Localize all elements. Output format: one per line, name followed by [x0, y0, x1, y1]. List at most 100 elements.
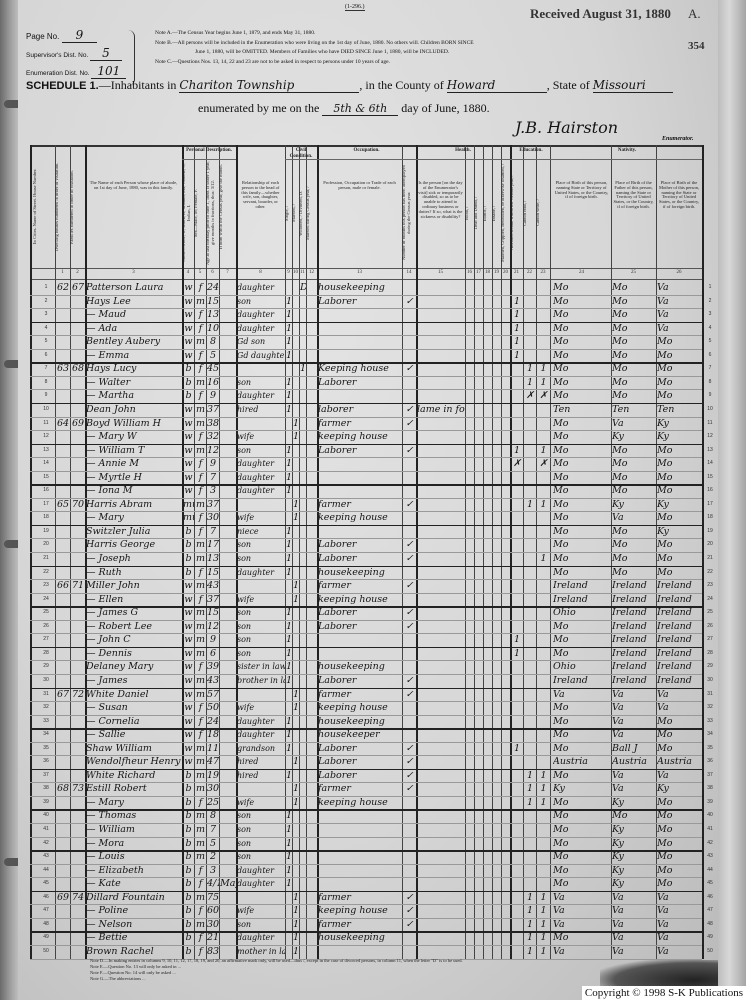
- supervisor-label: Supervisor's Dist. No.: [26, 52, 89, 59]
- line-number: 9: [44, 392, 48, 399]
- cell-relationship: daughter: [237, 486, 275, 496]
- brace: [128, 30, 135, 86]
- cell-name: Harris Abram: [86, 498, 153, 510]
- line-number: 19: [43, 527, 49, 534]
- cell-relationship: wife: [237, 703, 255, 713]
- cell-relationship: son: [237, 608, 252, 618]
- cell-birthplace: Mo: [553, 417, 569, 429]
- cell-mother-birthplace: Mo: [657, 444, 673, 456]
- row-rule: [30, 660, 702, 662]
- cell-father-birthplace: Ky: [612, 498, 624, 510]
- cell-color: w: [184, 485, 193, 497]
- line-number: 23: [43, 582, 49, 589]
- cell-color: b: [185, 864, 192, 876]
- cell-cannot-read: 1: [526, 945, 534, 957]
- row-rule: [30, 714, 702, 716]
- cell-dwelling: 63: [56, 363, 70, 375]
- row-rule: [30, 863, 702, 865]
- group-header-occupation: Occupation.: [353, 148, 380, 153]
- row-rule: [30, 850, 702, 852]
- column-number: 13: [357, 270, 362, 275]
- line-number-right: 37: [707, 771, 713, 778]
- cell-father-birthplace: Ireland: [612, 593, 647, 605]
- census-page: [18, 0, 718, 1000]
- cell-cannot-write: ✗: [539, 458, 548, 470]
- cell-age: 30: [207, 783, 219, 795]
- cell-single: 1: [286, 647, 292, 659]
- cell-father-birthplace: Ireland: [612, 634, 647, 646]
- cell-color: w: [184, 322, 193, 334]
- column-number: 16: [467, 270, 472, 275]
- column-header-26: Place of Birth of the Mother of this per…: [658, 180, 700, 209]
- cell-sex: m: [195, 783, 205, 795]
- cell-birthplace: Ireland: [553, 580, 588, 592]
- line-number-right: 9: [708, 392, 712, 399]
- cell-married: 1: [293, 688, 299, 700]
- cell-single: 1: [286, 403, 292, 415]
- cell-sex: f: [198, 512, 203, 524]
- column-rule: [536, 145, 537, 959]
- cell-age: 83: [207, 945, 219, 957]
- cell-father-birthplace: Ky: [612, 878, 624, 890]
- cell-mother-birthplace: Ireland: [657, 661, 692, 673]
- column-rule: [236, 145, 238, 959]
- stamp-letter: A.: [688, 6, 701, 21]
- cell-sex: m: [195, 580, 205, 592]
- cell-age: 13: [207, 309, 219, 321]
- group-header-health: Health.: [455, 148, 471, 153]
- cell-father-birthplace: Mo: [612, 336, 628, 348]
- cell-unemployed: ✓: [405, 620, 414, 632]
- cell-name: — Mora: [86, 837, 125, 849]
- cell-color: w: [184, 702, 193, 714]
- cell-relationship: wife: [237, 594, 255, 604]
- line-number-right: 45: [707, 880, 713, 887]
- cell-father-birthplace: Va: [612, 417, 624, 429]
- cell-color: b: [185, 851, 192, 863]
- row-rule: [30, 768, 702, 771]
- cell-mother-birthplace: Ireland: [657, 674, 692, 686]
- cell-name: Patterson Laura: [86, 282, 164, 293]
- cell-father-birthplace: Ireland: [612, 620, 647, 632]
- line-number: 11: [43, 419, 49, 426]
- row-rule: [30, 809, 702, 811]
- cell-cannot-read: 1: [526, 918, 534, 930]
- cell-father-birthplace: Va: [612, 891, 624, 903]
- cell-mother-birthplace: Ireland: [657, 607, 692, 619]
- line-number-right: 46: [707, 893, 713, 900]
- cell-name: — Sallie: [86, 729, 126, 741]
- cell-age: 50: [207, 702, 219, 714]
- row-rule: [30, 416, 702, 418]
- column-number: 10: [293, 270, 298, 275]
- row-rule: [30, 511, 702, 513]
- cell-single: 1: [286, 824, 292, 835]
- cell-color: w: [184, 349, 193, 361]
- cell-married: 1: [293, 593, 299, 605]
- cell-name: Harris George: [86, 539, 156, 551]
- column-rule: [611, 145, 612, 959]
- cell-relationship: daughter: [237, 933, 275, 943]
- cell-name: — Nelson: [86, 918, 133, 930]
- line-number-right: 28: [707, 649, 713, 656]
- cell-birthplace: Mo: [553, 322, 569, 334]
- cell-name: Hays Lucy: [86, 363, 137, 375]
- cell-age: 18: [207, 729, 219, 741]
- cell-mother-birthplace: Mo: [657, 485, 673, 497]
- cell-married: 1: [293, 702, 299, 714]
- line-number: 31: [43, 690, 49, 697]
- notes-bottom: Note D.—In making entries in columns 9, …: [90, 958, 650, 982]
- cell-sex: m: [195, 295, 205, 307]
- cell-sex: f: [198, 796, 203, 808]
- cell-sex: f: [198, 905, 203, 917]
- cell-relationship: brother in law: [237, 675, 285, 685]
- cell-color: b: [185, 769, 192, 781]
- column-rule: [30, 145, 32, 959]
- column-header-12: Married during Census year, /: [305, 186, 310, 240]
- cell-name: — Elizabeth: [86, 864, 144, 876]
- line-number: 7: [44, 365, 48, 372]
- line-number: 50: [43, 947, 49, 954]
- cell-mother-birthplace: Va: [657, 309, 669, 321]
- group-rule: [510, 159, 552, 160]
- row-rule: [30, 619, 702, 621]
- schedule-line: SCHEDULE 1.—Inhabitants in Chariton Town…: [26, 78, 673, 93]
- cell-cannot-write: 1: [540, 498, 547, 510]
